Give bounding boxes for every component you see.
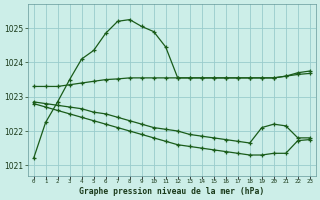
X-axis label: Graphe pression niveau de la mer (hPa): Graphe pression niveau de la mer (hPa)	[79, 187, 264, 196]
